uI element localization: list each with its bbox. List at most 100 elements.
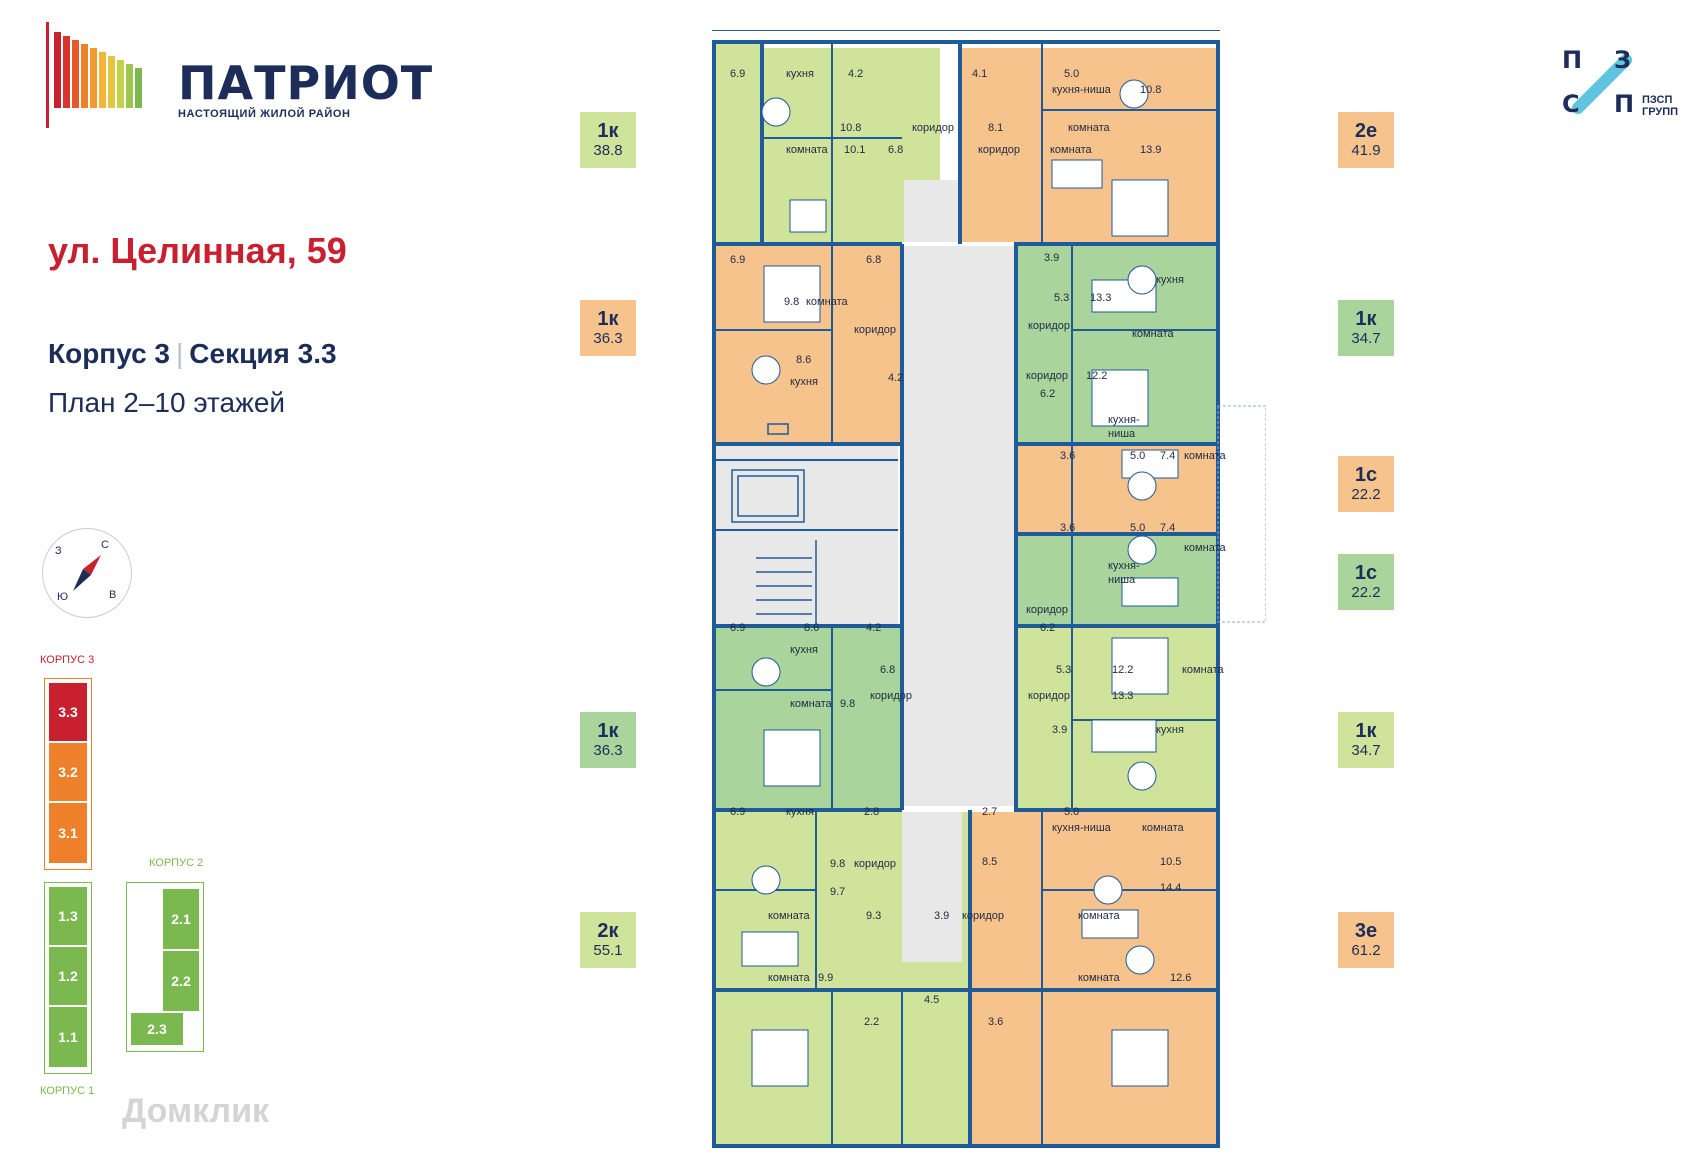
area-corridor: 6.8	[888, 144, 904, 156]
area-room: 13.9	[1140, 144, 1162, 156]
label-kitchen: кухня	[790, 376, 818, 388]
label-kitchen: кухня	[1156, 724, 1184, 736]
apartment-tag-2k-55: 2к 55.1	[580, 912, 636, 968]
korpus2-outline: 2.1 2.2 2.3	[126, 882, 204, 1052]
label-room: комната	[806, 296, 848, 308]
label-room: комната	[1078, 910, 1120, 922]
label-kitchen-niche: кухня-	[1108, 414, 1140, 426]
area-bath: 3.6	[1060, 450, 1076, 462]
korpus3-label: КОРПУС 3	[40, 654, 95, 666]
korpus1-outline: 1.3 1.2 1.1	[44, 882, 92, 1074]
label-kitchen: кухня	[786, 68, 814, 80]
korpus2-label: КОРПУС 2	[149, 857, 204, 869]
area-room: 12.6	[1170, 972, 1192, 984]
area-bath: 4.5	[924, 994, 940, 1006]
section-2-1: 2.1	[163, 889, 199, 949]
area-room: 12.2	[1112, 664, 1134, 676]
area-bath: 4.2	[848, 68, 864, 80]
label-corridor: коридор	[1028, 320, 1070, 332]
area-room: 9.9	[818, 972, 834, 984]
label-room: комната	[1078, 972, 1120, 984]
label-corridor: коридор	[1026, 370, 1068, 382]
area-bath: 4.1	[972, 68, 988, 80]
label-room: комната	[1050, 144, 1092, 156]
area-bath: 3.6	[988, 1016, 1004, 1028]
compass-needle-icon	[73, 555, 101, 591]
compass: С В Ю З	[42, 528, 132, 618]
area-kitchen: 10.8	[840, 122, 862, 134]
area-kitchen-niche: 5.0	[1064, 68, 1080, 80]
area-bath: 3.9	[1044, 252, 1060, 264]
area-wc: 2.2	[864, 1016, 880, 1028]
logo-letter-p1: П	[1562, 46, 1583, 74]
hall-top	[904, 180, 960, 242]
area-corridor: 8.5	[982, 856, 998, 868]
label-room: комната	[768, 910, 810, 922]
label-room: комната	[1184, 542, 1226, 554]
section-2-2: 2.2	[163, 951, 199, 1011]
apt-3e-61-area	[970, 812, 1216, 1146]
area-corridor: 8.1	[988, 122, 1004, 134]
area-room: 9.8	[784, 296, 800, 308]
area-kitchen: 9.8	[830, 858, 846, 870]
label-room: комната	[1132, 328, 1174, 340]
address-title: ул. Целинная, 59	[48, 230, 347, 271]
apt-1s-22-bottom-area	[1018, 536, 1216, 624]
logo-letter-z: З	[1614, 46, 1632, 74]
common-corridor	[902, 246, 1014, 806]
logo-letter-p2: П	[1614, 90, 1635, 118]
apartment-tag-3e-61: 3е 61.2	[1338, 912, 1394, 968]
apartment-tag-1k-36-top: 1к 36.3	[580, 300, 636, 356]
apt-1k-38-balcony	[716, 44, 762, 244]
area-bath: 4.2	[866, 622, 882, 634]
area-room: 14.4	[1160, 882, 1182, 894]
area-kitchen: 13.3	[1112, 690, 1134, 702]
apartment-tag-2e-41: 2е 41.9	[1338, 112, 1394, 168]
area-room: 9.7	[830, 886, 846, 898]
section-3-1: 3.1	[49, 803, 87, 863]
area-corridor: 6.8	[880, 664, 896, 676]
area-corridor: 6.8	[866, 254, 882, 266]
area-kitchen: 8.6	[804, 622, 820, 634]
area-bath: 4.2	[888, 372, 904, 384]
area-kitchen-niche: 5.0	[1130, 450, 1146, 462]
plan-floors: План 2–10 этажей	[48, 387, 286, 418]
area-corridor: 5.3	[1054, 292, 1070, 304]
label-room: комната	[1184, 450, 1226, 462]
label-corridor: коридор	[854, 324, 896, 336]
area-bath: 3.9	[1052, 724, 1068, 736]
area-corridor: 6.2	[1040, 388, 1056, 400]
section-label: Секция 3.3	[189, 338, 337, 369]
label-room: комната	[1182, 664, 1224, 676]
brand-tagline: НАСТОЯЩИЙ ЖИЛОЙ РАЙОН	[178, 108, 351, 120]
label-kitchen: кухня	[786, 806, 814, 818]
apartment-tag-1k-36-bottom: 1к 36.3	[580, 712, 636, 768]
area-kitchen-niche: 5.0	[1130, 522, 1146, 534]
apartment-tag-1k-34-top: 1к 34.7	[1338, 300, 1394, 356]
logo-letter-s: С	[1562, 90, 1580, 118]
area-balcony: 6.9	[730, 68, 746, 80]
label-corridor: коридор	[962, 910, 1004, 922]
area-balcony: 6.9	[730, 622, 746, 634]
apt-2e-41-area	[960, 48, 1216, 242]
label-corridor: коридор	[854, 858, 896, 870]
compass-north: С	[101, 539, 109, 551]
area-wc: 3.9	[934, 910, 950, 922]
apartment-tag-1k-38: 1к 38.8	[580, 112, 636, 168]
lower-hall	[902, 812, 962, 962]
area-room: 12.2	[1086, 370, 1108, 382]
area-room: 7.4	[1160, 450, 1176, 462]
label-kitchen-niche: кухня-ниша	[1052, 84, 1111, 96]
label-kitchen: кухня	[1156, 274, 1184, 286]
label-room: комната	[768, 972, 810, 984]
label-kitchen: кухня	[790, 644, 818, 656]
label-corridor: коридор	[912, 122, 954, 134]
label-kitchen-niche: кухня-ниша	[1052, 822, 1111, 834]
label-room: комната	[1142, 822, 1184, 834]
apartment-tag-1s-22-bottom: 1с 22.2	[1338, 554, 1394, 610]
label-room: комната	[1068, 122, 1110, 134]
label-kitchen-niche: ниша	[1108, 574, 1136, 586]
area-corridor: 5.3	[1056, 664, 1072, 676]
label-corridor: коридор	[1026, 604, 1068, 616]
watermark-text: Домклик	[122, 1092, 270, 1130]
